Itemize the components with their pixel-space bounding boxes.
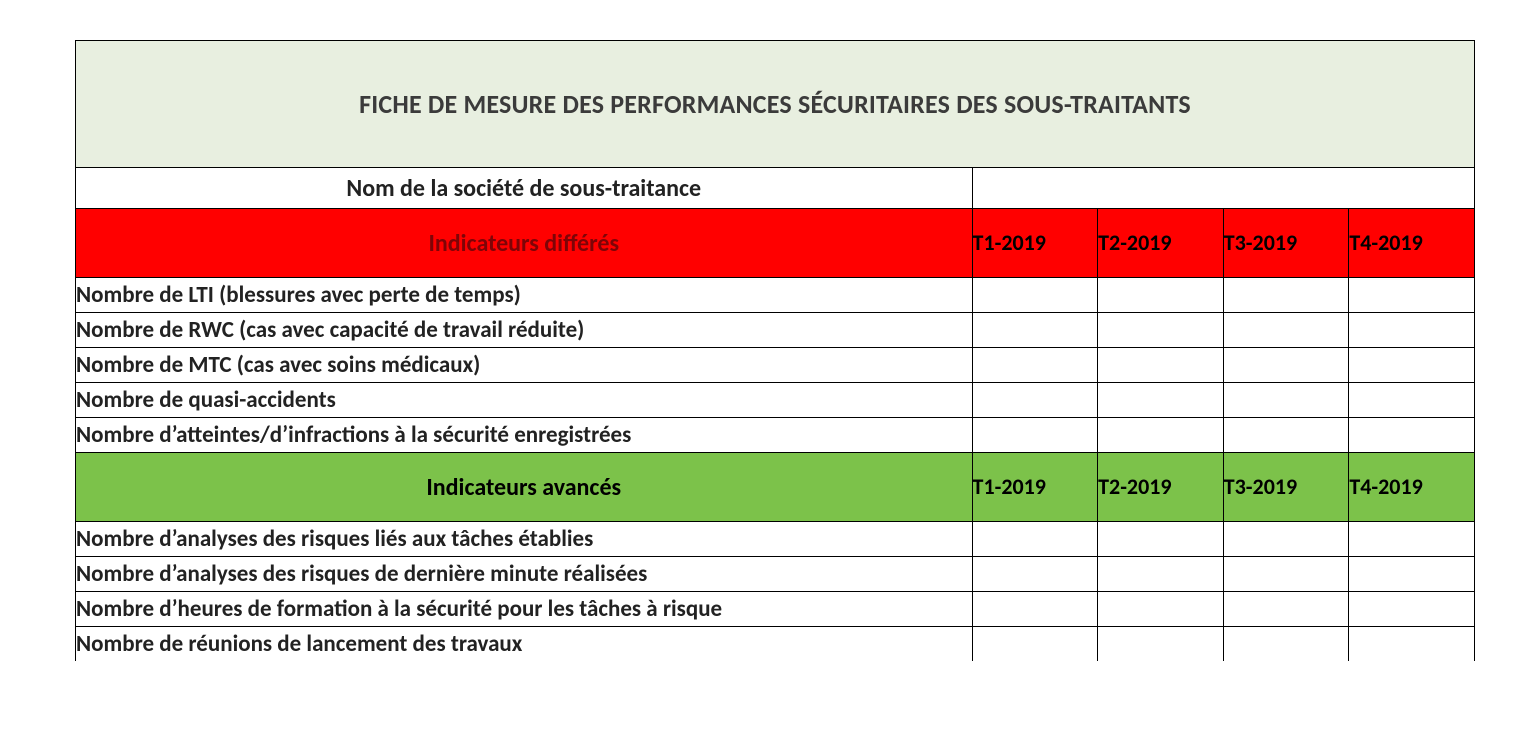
row-cell[interactable] bbox=[1223, 278, 1349, 313]
row-label: Nombre de MTC (cas avec soins médicaux) bbox=[76, 348, 973, 383]
company-value[interactable] bbox=[972, 168, 1474, 209]
row-cell[interactable] bbox=[1223, 592, 1349, 627]
row-cell[interactable] bbox=[972, 348, 1098, 383]
row-cell[interactable] bbox=[972, 522, 1098, 557]
lagging-q3: T3-2019 bbox=[1223, 209, 1349, 278]
row-cell[interactable] bbox=[1223, 348, 1349, 383]
row-label: Nombre de quasi-accidents bbox=[76, 383, 973, 418]
row-label: Nombre d’atteintes/d’infractions à la sé… bbox=[76, 418, 973, 453]
row-cell[interactable] bbox=[1098, 383, 1224, 418]
row-label: Nombre d’analyses des risques liés aux t… bbox=[76, 522, 973, 557]
lagging-q4: T4-2019 bbox=[1349, 209, 1475, 278]
row-cell[interactable] bbox=[1349, 557, 1475, 592]
leading-header: Indicateurs avancés bbox=[76, 453, 973, 522]
leading-header-row: Indicateurs avancés T1-2019 T2-2019 T3-2… bbox=[76, 453, 1475, 522]
row-cell[interactable] bbox=[1349, 278, 1475, 313]
lagging-header-row: Indicateurs différés T1-2019 T2-2019 T3-… bbox=[76, 209, 1475, 278]
leading-q3: T3-2019 bbox=[1223, 453, 1349, 522]
row-cell[interactable] bbox=[1098, 522, 1224, 557]
row-cell[interactable] bbox=[1223, 383, 1349, 418]
company-row: Nom de la société de sous-traitance bbox=[76, 168, 1475, 209]
row-cell[interactable] bbox=[1098, 627, 1224, 662]
leading-q2: T2-2019 bbox=[1098, 453, 1224, 522]
row-label: Nombre de LTI (blessures avec perte de t… bbox=[76, 278, 973, 313]
lagging-q1: T1-2019 bbox=[972, 209, 1098, 278]
row-cell[interactable] bbox=[1098, 592, 1224, 627]
lagging-header: Indicateurs différés bbox=[76, 209, 973, 278]
table-row: Nombre de LTI (blessures avec perte de t… bbox=[76, 278, 1475, 313]
row-cell[interactable] bbox=[1223, 627, 1349, 662]
row-label: Nombre de RWC (cas avec capacité de trav… bbox=[76, 313, 973, 348]
company-label: Nom de la société de sous-traitance bbox=[76, 168, 973, 209]
row-cell[interactable] bbox=[1349, 383, 1475, 418]
row-cell[interactable] bbox=[1349, 627, 1475, 662]
row-cell[interactable] bbox=[1349, 313, 1475, 348]
row-cell[interactable] bbox=[972, 592, 1098, 627]
table-row: Nombre d’heures de formation à la sécuri… bbox=[76, 592, 1475, 627]
leading-q4: T4-2019 bbox=[1349, 453, 1475, 522]
row-cell[interactable] bbox=[972, 278, 1098, 313]
row-cell[interactable] bbox=[1223, 557, 1349, 592]
row-label: Nombre d’heures de formation à la sécuri… bbox=[76, 592, 973, 627]
leading-q1: T1-2019 bbox=[972, 453, 1098, 522]
table-row: Nombre d’analyses des risques de dernièr… bbox=[76, 557, 1475, 592]
row-cell[interactable] bbox=[1098, 418, 1224, 453]
row-label: Nombre de réunions de lancement des trav… bbox=[76, 627, 973, 662]
row-cell[interactable] bbox=[1349, 418, 1475, 453]
row-label: Nombre d’analyses des risques de dernièr… bbox=[76, 557, 973, 592]
row-cell[interactable] bbox=[972, 627, 1098, 662]
row-cell[interactable] bbox=[972, 383, 1098, 418]
table-row: Nombre de quasi-accidents bbox=[76, 383, 1475, 418]
table-row: Nombre de MTC (cas avec soins médicaux) bbox=[76, 348, 1475, 383]
table-row: Nombre de réunions de lancement des trav… bbox=[76, 627, 1475, 662]
table-row: Nombre de RWC (cas avec capacité de trav… bbox=[76, 313, 1475, 348]
row-cell[interactable] bbox=[1223, 522, 1349, 557]
row-cell[interactable] bbox=[1098, 348, 1224, 383]
row-cell[interactable] bbox=[1349, 522, 1475, 557]
row-cell[interactable] bbox=[1223, 418, 1349, 453]
sheet-title: FICHE DE MESURE DES PERFORMANCES SÉCURIT… bbox=[76, 41, 1475, 168]
row-cell[interactable] bbox=[1349, 348, 1475, 383]
table-row: Nombre d’atteintes/d’infractions à la sé… bbox=[76, 418, 1475, 453]
row-cell[interactable] bbox=[1349, 592, 1475, 627]
performance-table: FICHE DE MESURE DES PERFORMANCES SÉCURIT… bbox=[75, 40, 1475, 661]
row-cell[interactable] bbox=[1098, 278, 1224, 313]
lagging-q2: T2-2019 bbox=[1098, 209, 1224, 278]
row-cell[interactable] bbox=[972, 313, 1098, 348]
row-cell[interactable] bbox=[972, 557, 1098, 592]
table-row: Nombre d’analyses des risques liés aux t… bbox=[76, 522, 1475, 557]
row-cell[interactable] bbox=[1223, 313, 1349, 348]
row-cell[interactable] bbox=[1098, 313, 1224, 348]
title-row: FICHE DE MESURE DES PERFORMANCES SÉCURIT… bbox=[76, 41, 1475, 168]
row-cell[interactable] bbox=[972, 418, 1098, 453]
row-cell[interactable] bbox=[1098, 557, 1224, 592]
